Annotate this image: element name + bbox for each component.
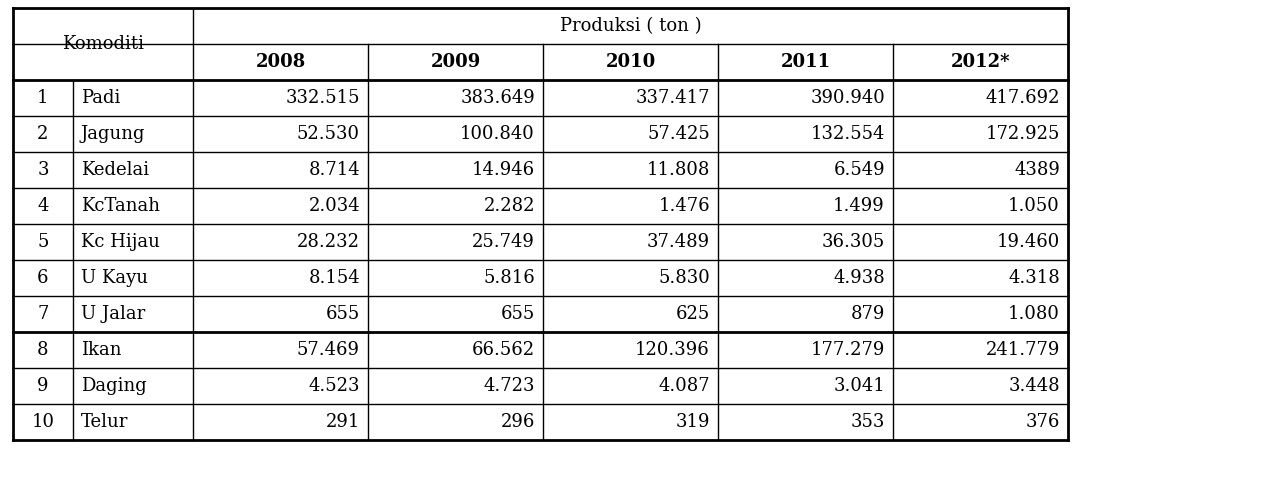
Text: 8.714: 8.714 bbox=[308, 161, 361, 179]
Text: 66.562: 66.562 bbox=[471, 341, 535, 359]
Text: 337.417: 337.417 bbox=[635, 89, 710, 107]
Text: 57.425: 57.425 bbox=[648, 125, 710, 143]
Text: Jagung: Jagung bbox=[81, 125, 146, 143]
Text: U Jalar: U Jalar bbox=[81, 305, 146, 323]
Text: 8.154: 8.154 bbox=[308, 269, 361, 287]
Text: Komoditi: Komoditi bbox=[62, 35, 144, 53]
Text: 172.925: 172.925 bbox=[985, 125, 1060, 143]
Text: 177.279: 177.279 bbox=[810, 341, 885, 359]
Text: 1.499: 1.499 bbox=[833, 197, 885, 215]
Text: 2008: 2008 bbox=[255, 53, 305, 71]
Text: 2.282: 2.282 bbox=[483, 197, 535, 215]
Text: Daging: Daging bbox=[81, 377, 147, 395]
Text: 5.816: 5.816 bbox=[483, 269, 535, 287]
Text: 4.723: 4.723 bbox=[483, 377, 535, 395]
Text: 1.050: 1.050 bbox=[1009, 197, 1060, 215]
Text: 296: 296 bbox=[501, 413, 535, 431]
Text: 8: 8 bbox=[37, 341, 49, 359]
Text: Telur: Telur bbox=[81, 413, 129, 431]
Text: Kedelai: Kedelai bbox=[81, 161, 149, 179]
Text: 319: 319 bbox=[675, 413, 710, 431]
Text: 1: 1 bbox=[37, 89, 49, 107]
Text: 3: 3 bbox=[37, 161, 49, 179]
Text: 28.232: 28.232 bbox=[298, 233, 361, 251]
Text: 6: 6 bbox=[37, 269, 49, 287]
Text: 2010: 2010 bbox=[605, 53, 656, 71]
Text: 390.940: 390.940 bbox=[810, 89, 885, 107]
Text: Padi: Padi bbox=[81, 89, 120, 107]
Text: 4.523: 4.523 bbox=[309, 377, 361, 395]
Text: 5.830: 5.830 bbox=[658, 269, 710, 287]
Text: KcTanah: KcTanah bbox=[81, 197, 160, 215]
Text: 4: 4 bbox=[37, 197, 49, 215]
Text: 417.692: 417.692 bbox=[985, 89, 1060, 107]
Text: 376: 376 bbox=[1025, 413, 1060, 431]
Text: 3.448: 3.448 bbox=[1009, 377, 1060, 395]
Text: 9: 9 bbox=[37, 377, 49, 395]
Text: 1.476: 1.476 bbox=[658, 197, 710, 215]
Text: 4.087: 4.087 bbox=[658, 377, 710, 395]
Text: 2009: 2009 bbox=[430, 53, 480, 71]
Text: 383.649: 383.649 bbox=[460, 89, 535, 107]
Text: 4.318: 4.318 bbox=[1009, 269, 1060, 287]
Text: 1.080: 1.080 bbox=[1009, 305, 1060, 323]
Text: 2: 2 bbox=[37, 125, 49, 143]
Text: 4389: 4389 bbox=[1014, 161, 1060, 179]
Text: 11.808: 11.808 bbox=[647, 161, 710, 179]
Text: 2012*: 2012* bbox=[951, 53, 1010, 71]
Text: 132.554: 132.554 bbox=[810, 125, 885, 143]
Text: 655: 655 bbox=[326, 305, 361, 323]
Text: 57.469: 57.469 bbox=[298, 341, 361, 359]
Text: 4.938: 4.938 bbox=[833, 269, 885, 287]
Text: Ikan: Ikan bbox=[81, 341, 121, 359]
Text: 19.460: 19.460 bbox=[997, 233, 1060, 251]
Text: 6.549: 6.549 bbox=[833, 161, 885, 179]
Text: 10: 10 bbox=[31, 413, 54, 431]
Text: 291: 291 bbox=[326, 413, 361, 431]
Text: 353: 353 bbox=[850, 413, 885, 431]
Text: 625: 625 bbox=[676, 305, 710, 323]
Text: 120.396: 120.396 bbox=[635, 341, 710, 359]
Text: 37.489: 37.489 bbox=[647, 233, 710, 251]
Text: Produksi ( ton ): Produksi ( ton ) bbox=[560, 17, 701, 35]
Text: 100.840: 100.840 bbox=[460, 125, 535, 143]
Text: 36.305: 36.305 bbox=[822, 233, 885, 251]
Text: Kc Hijau: Kc Hijau bbox=[81, 233, 160, 251]
Text: 2011: 2011 bbox=[781, 53, 831, 71]
Text: 5: 5 bbox=[37, 233, 49, 251]
Text: 7: 7 bbox=[37, 305, 49, 323]
Text: 241.779: 241.779 bbox=[985, 341, 1060, 359]
Text: 14.946: 14.946 bbox=[471, 161, 535, 179]
Text: U Kayu: U Kayu bbox=[81, 269, 148, 287]
Text: 332.515: 332.515 bbox=[286, 89, 361, 107]
Text: 3.041: 3.041 bbox=[833, 377, 885, 395]
Text: 655: 655 bbox=[501, 305, 535, 323]
Text: 25.749: 25.749 bbox=[473, 233, 535, 251]
Text: 879: 879 bbox=[850, 305, 885, 323]
Text: 52.530: 52.530 bbox=[298, 125, 361, 143]
Text: 2.034: 2.034 bbox=[308, 197, 361, 215]
